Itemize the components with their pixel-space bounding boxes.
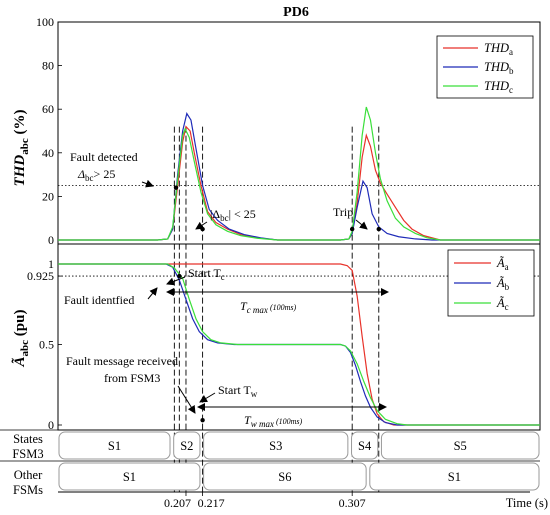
states-row-label-line2: FSM3 (12, 447, 43, 461)
fsm3-state-box-0 (58, 431, 171, 460)
start-tc-label: Start Tc (188, 266, 225, 282)
thd-marker-1 (200, 226, 205, 232)
fsm3-state-box-4 (380, 431, 540, 460)
amp-series (58, 263, 540, 426)
thd-series-c (58, 106, 540, 241)
trip-label: Trip (333, 205, 353, 219)
state-boxes: S1 S2 S3 S4 S5 S1 S6 S1 (58, 431, 540, 491)
start-tw-label: Start Tw (218, 383, 258, 399)
other-state-label-1: S6 (278, 470, 291, 484)
fsm3-state-label-4: S5 (454, 439, 467, 453)
thd-ytick-label-1: 20 (42, 189, 54, 203)
fault-message-line2: from FSM3 (104, 371, 160, 385)
thd-y-label: THDabc (%) (12, 110, 31, 187)
states-row-label-line1: States (13, 432, 43, 446)
fsm3-state-box-1 (173, 431, 201, 460)
chart-title: PD6 (283, 5, 309, 20)
other-state-box-0 (58, 462, 201, 491)
legend-label-thd-a: THDa (484, 41, 513, 57)
amp-ytick-label-1: 0.5 (39, 338, 54, 352)
amp-marker-1 (200, 417, 205, 423)
other-state-label-0: S1 (123, 470, 136, 484)
thd-ytick-label-4: 80 (42, 59, 54, 73)
fsm3-state-label-1: S2 (180, 439, 193, 453)
thd-ytick-label-5: 100 (36, 15, 54, 29)
amp-marker-0 (177, 273, 182, 279)
amp-series-c (58, 263, 540, 426)
thd-series-a (58, 125, 540, 241)
fsm3-state-box-2 (203, 431, 349, 460)
fault-message-line1: Fault message received (66, 354, 178, 368)
thd-ytick-label-3: 60 (42, 102, 54, 116)
other-state-label-2: S1 (448, 470, 461, 484)
fsm3-state-label-2: S3 (269, 439, 282, 453)
fault-message-arrow (177, 385, 196, 414)
amp-y-label: Ãabc (pu) (10, 310, 31, 368)
delta-condition-label: Δbc> 25 (77, 167, 115, 183)
other-row-label-line2: FSMs (13, 483, 43, 497)
legend-label-amp-c: Ãc (496, 296, 509, 312)
legend-label-thd-b: THDb (484, 60, 514, 76)
start-tw-arrow (199, 392, 216, 403)
x-axis-label: Time (s) (506, 496, 548, 510)
fault-detected-label: Fault detected (70, 150, 138, 164)
amp-ytick-label-2: 0.925 (27, 269, 54, 283)
fsm3-state-label-3: S4 (358, 439, 372, 453)
thd-series (58, 106, 540, 241)
xtick-label-1: 0.217 (198, 496, 225, 510)
fsm3-state-box-3 (351, 431, 379, 460)
time-guides (173, 126, 380, 492)
thd-ytick-label-0: 0 (48, 233, 54, 247)
legend-label-amp-b: Ãb (496, 276, 510, 292)
fault-identified-arrow (147, 287, 158, 300)
fsm3-state-label-0: S1 (108, 439, 121, 453)
xtick-label-0: 0.207 (164, 496, 191, 510)
thd-y-ticks: 0 20 40 60 80 100 (36, 15, 62, 247)
fault-detected-arrow (141, 179, 154, 188)
abs-delta-arrow (195, 221, 208, 230)
thd-series-b (58, 112, 540, 241)
start-tc-arrow (166, 276, 186, 286)
xtick-label-2: 0.307 (339, 496, 366, 510)
amp-legend: Ãa Ãb Ãc (447, 249, 535, 317)
amp-ytick-label-0: 0 (48, 418, 54, 432)
tw-max-label: Tw max (100ms) (244, 413, 302, 429)
tc-max-label: Tc max (100ms) (240, 299, 296, 315)
thd-marker-2 (349, 226, 355, 232)
abs-delta-condition-label: |Δbc| < 25 (210, 207, 256, 223)
legend-label-thd-c: THDc (484, 79, 513, 95)
legend-label-amp-a: Ãa (496, 256, 509, 272)
thd-marker-3 (376, 226, 381, 232)
fault-identified-label: Fault identfied (64, 293, 134, 307)
other-state-box-1 (203, 462, 367, 491)
other-state-box-2 (369, 462, 540, 491)
event-markers (173, 185, 381, 423)
trip-arrow (355, 219, 368, 230)
other-row-label-line1: Other (14, 468, 43, 482)
amp-ytick-label-3: 1 (48, 257, 54, 271)
thd-legend: THDa THDb THDc (436, 35, 534, 99)
thd-marker-0 (173, 185, 179, 190)
x-ticks: 0.207 0.217 0.307 (164, 492, 366, 510)
thd-ytick-label-2: 40 (42, 146, 54, 160)
